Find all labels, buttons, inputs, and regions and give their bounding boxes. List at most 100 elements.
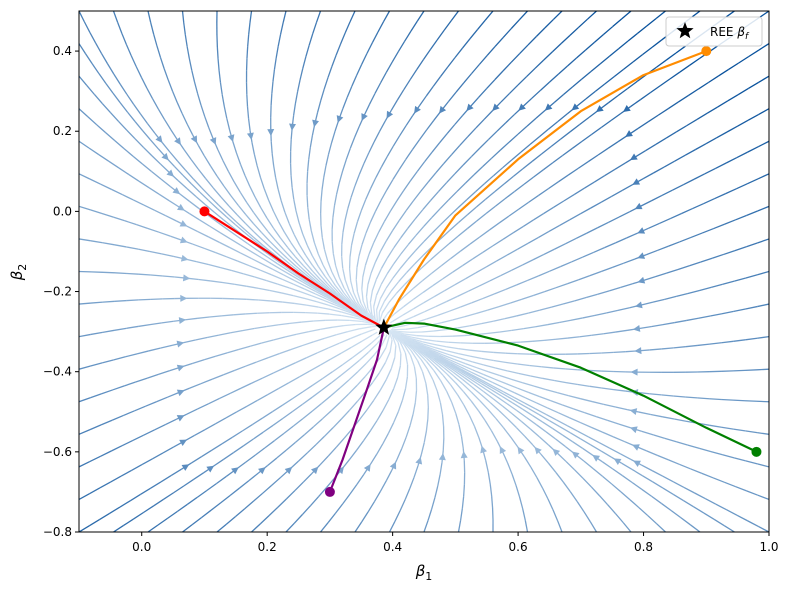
streamline-segment	[659, 217, 671, 224]
streamline-segment	[192, 178, 203, 189]
streamline-segment	[535, 324, 548, 328]
streamline-segment	[465, 272, 477, 280]
streamline-segment	[677, 95, 689, 103]
streamline-segment	[544, 287, 557, 293]
streamline-segment	[358, 351, 369, 361]
streamline-segment	[492, 385, 505, 393]
streamline-segment	[364, 367, 374, 378]
streamline-segment	[556, 419, 568, 427]
y-tick-label: 0.2	[53, 124, 72, 138]
streamline-segment	[290, 345, 303, 351]
streamline-segment	[147, 524, 159, 532]
streamline-segment	[208, 215, 219, 224]
streamline-segment	[508, 133, 519, 143]
streamline-segment	[201, 509, 212, 519]
streamline-segment	[113, 216, 125, 222]
streamline-segment	[552, 428, 564, 436]
streamline-segment	[114, 327, 127, 331]
streamline-segment	[563, 193, 575, 202]
streamline-segment	[161, 142, 171, 153]
streamline-segment	[119, 500, 131, 508]
streamline-segment	[190, 158, 199, 170]
streamline-segment	[270, 274, 283, 280]
streamline-segment	[599, 495, 609, 506]
streamline-segment	[271, 153, 275, 166]
streamline-segment	[373, 295, 378, 307]
streamline-segment	[670, 212, 682, 220]
streamline-segment	[613, 68, 625, 78]
streamline-segment	[446, 350, 459, 355]
streamline-segment	[507, 370, 520, 375]
streamline-segment	[542, 487, 549, 500]
streamline-segment	[215, 251, 227, 258]
streamline-segment	[250, 250, 262, 259]
streamline-segment	[273, 336, 286, 341]
streamline-segment	[528, 309, 541, 314]
streamline-segment	[454, 47, 464, 58]
streamline-segment	[361, 232, 367, 245]
streamline-segment	[398, 330, 411, 333]
streamline-segment	[181, 113, 188, 125]
streamline-segment	[228, 205, 238, 216]
streamline-segment	[216, 475, 227, 485]
streamline-segment	[652, 298, 665, 303]
streamline-segment	[579, 116, 590, 126]
streamline-segment	[446, 346, 459, 350]
streamline-arrow	[182, 274, 191, 282]
streamline-segment	[650, 194, 663, 202]
streamline-arrow	[466, 103, 474, 112]
streamline-segment	[378, 362, 387, 374]
streamline-segment	[269, 240, 279, 251]
streamline-segment	[472, 251, 484, 260]
streamline-arrow	[246, 132, 254, 140]
streamline-arrow	[518, 103, 526, 111]
streamline-segment	[358, 163, 365, 175]
streamline-segment	[462, 258, 474, 266]
streamline-segment	[230, 195, 239, 206]
streamline-segment	[358, 409, 368, 421]
streamline-segment	[416, 334, 429, 337]
streamline-segment	[342, 268, 346, 281]
streamline-segment	[507, 462, 513, 475]
streamline-segment	[642, 475, 653, 483]
streamline-segment	[606, 309, 619, 314]
streamline-segment	[226, 348, 239, 354]
streamline-segment	[511, 402, 523, 410]
y-axis-ticks: −0.8−0.6−0.4−0.20.00.20.4	[43, 44, 79, 539]
streamline-segment	[114, 244, 127, 248]
streamline-segment	[641, 488, 653, 497]
streamline-segment	[396, 283, 406, 294]
streamline-segment	[267, 199, 274, 212]
streamline-segment	[361, 334, 373, 342]
streamline-segment	[423, 232, 433, 242]
streamline-segment	[213, 211, 224, 221]
streamline-segment	[140, 487, 152, 496]
streamline-segment	[710, 283, 723, 289]
streamline-segment	[536, 402, 548, 409]
streamline-segment	[588, 436, 600, 444]
streamline-segment	[161, 253, 174, 258]
streamline-segment	[748, 49, 760, 58]
streamline-segment	[431, 208, 441, 218]
streamline-segment	[123, 147, 134, 157]
streamline-segment	[101, 359, 114, 364]
streamline-segment	[591, 333, 604, 336]
streamline-segment	[266, 324, 279, 328]
streamline-arrow	[492, 103, 500, 111]
streamline-segment	[350, 312, 363, 318]
streamline-segment	[443, 20, 452, 31]
streamline-segment	[517, 125, 528, 135]
streamline-segment	[627, 32, 638, 42]
streamline-segment	[733, 308, 746, 313]
streamline-segment	[412, 349, 422, 360]
streamline-segment	[505, 352, 518, 355]
streamline-arrow	[389, 461, 397, 470]
streamline-segment	[499, 329, 512, 333]
streamline-segment	[492, 398, 504, 407]
streamline-segment	[458, 348, 471, 351]
streamline-segment	[485, 460, 489, 473]
streamline-segment	[465, 363, 478, 369]
streamline-segment	[354, 174, 360, 187]
streamline-segment	[475, 183, 486, 193]
streamline-segment	[424, 338, 437, 342]
